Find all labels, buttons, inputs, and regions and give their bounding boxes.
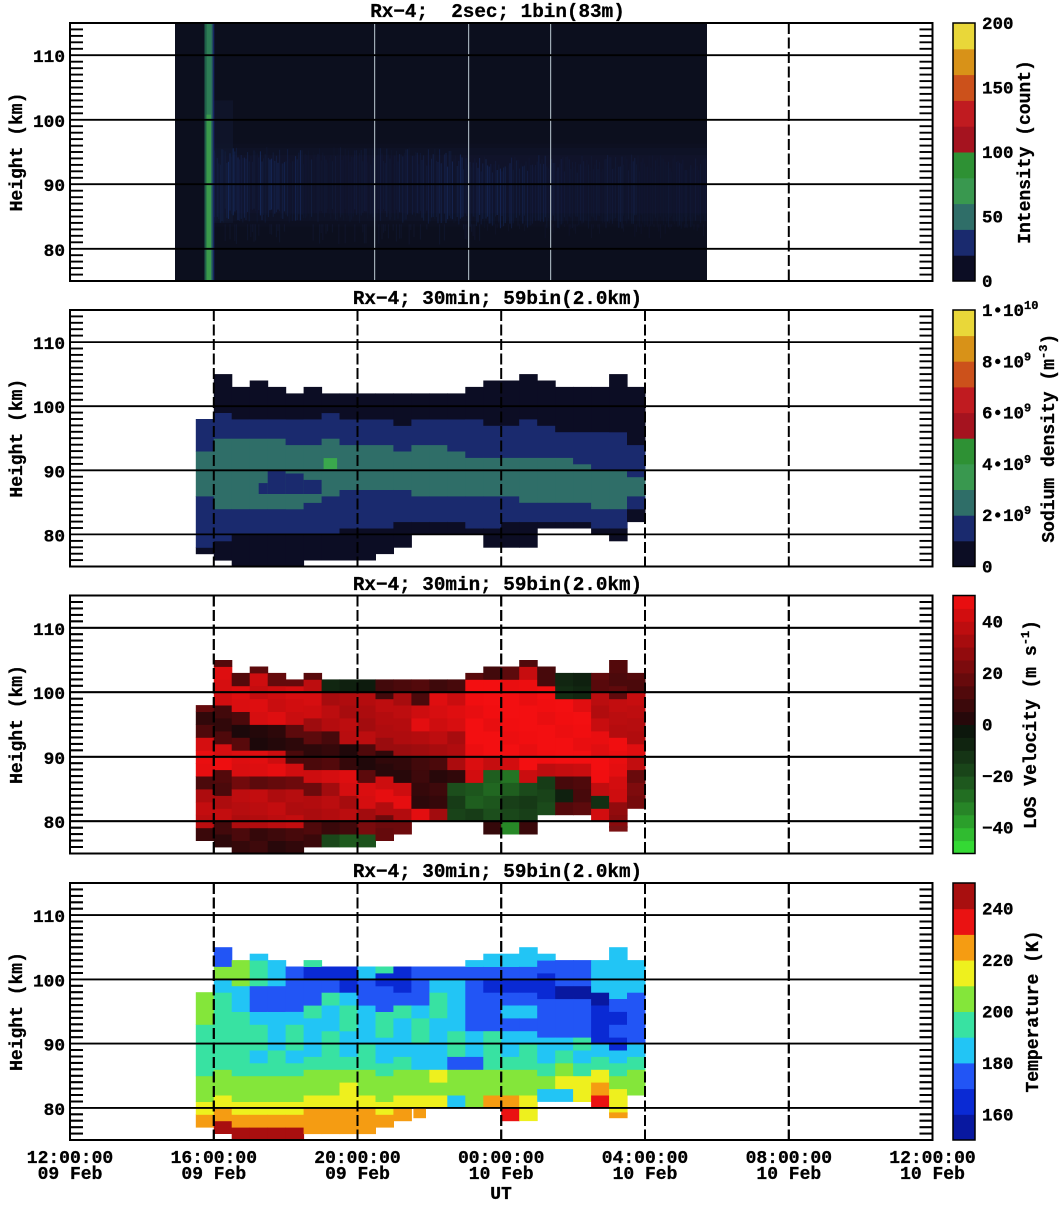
svg-text:90: 90 xyxy=(44,750,65,770)
svg-text:90: 90 xyxy=(44,1037,65,1057)
svg-text:10: 10 xyxy=(1024,299,1038,313)
svg-text:100: 100 xyxy=(33,399,65,419)
svg-text:16:00:00: 16:00:00 xyxy=(171,1149,257,1169)
svg-text:100: 100 xyxy=(982,144,1014,164)
svg-text:4•10: 4•10 xyxy=(982,456,1024,476)
svg-text:90: 90 xyxy=(44,463,65,483)
svg-text:80: 80 xyxy=(44,1101,65,1121)
svg-text:Rx−4; 30min; 59bin(2.0km): Rx−4; 30min; 59bin(2.0km) xyxy=(353,574,642,596)
svg-text:04:00:00: 04:00:00 xyxy=(602,1149,688,1169)
svg-text:6•10: 6•10 xyxy=(982,405,1024,425)
svg-text:110: 110 xyxy=(33,908,65,928)
svg-text:09 Feb: 09 Feb xyxy=(181,1165,246,1185)
svg-text:−40: −40 xyxy=(982,820,1014,840)
svg-text:9: 9 xyxy=(1024,402,1031,416)
svg-text:160: 160 xyxy=(982,1106,1014,1126)
svg-text:0: 0 xyxy=(982,559,993,579)
svg-text:80: 80 xyxy=(44,527,65,547)
svg-text:1•10: 1•10 xyxy=(982,302,1024,322)
svg-text:110: 110 xyxy=(33,621,65,641)
svg-text:−20: −20 xyxy=(982,768,1014,788)
svg-text:2•10: 2•10 xyxy=(982,507,1024,527)
svg-text:240: 240 xyxy=(982,901,1014,921)
svg-text:9: 9 xyxy=(1024,504,1031,518)
svg-text:12:00:00: 12:00:00 xyxy=(27,1149,113,1169)
svg-text:00:00:00: 00:00:00 xyxy=(458,1149,544,1169)
svg-text:100: 100 xyxy=(33,685,65,705)
svg-text:Sodium density (m-3): Sodium density (m-3) xyxy=(1037,334,1060,543)
svg-text:09 Feb: 09 Feb xyxy=(325,1165,390,1185)
svg-text:Height (km): Height (km) xyxy=(8,379,28,498)
svg-text:Height (km): Height (km) xyxy=(8,665,28,784)
svg-text:40: 40 xyxy=(982,613,1003,633)
svg-text:20: 20 xyxy=(982,665,1003,685)
svg-text:9: 9 xyxy=(1024,350,1031,364)
svg-text:0: 0 xyxy=(982,717,993,737)
svg-text:50: 50 xyxy=(982,209,1003,229)
svg-text:110: 110 xyxy=(33,335,65,355)
svg-text:100: 100 xyxy=(33,972,65,992)
svg-text:80: 80 xyxy=(44,814,65,834)
svg-text:Height (km): Height (km) xyxy=(8,93,28,212)
svg-text:0: 0 xyxy=(982,273,993,293)
svg-text:08:00:00: 08:00:00 xyxy=(746,1149,832,1169)
svg-text:20:00:00: 20:00:00 xyxy=(314,1149,400,1169)
svg-text:Rx−4; 30min; 59bin(2.0km): Rx−4; 30min; 59bin(2.0km) xyxy=(353,861,642,883)
svg-text:10 Feb: 10 Feb xyxy=(469,1165,534,1185)
svg-text:8•10: 8•10 xyxy=(982,353,1024,373)
svg-text:Temperature (K): Temperature (K) xyxy=(1024,930,1044,1092)
svg-text:Height (km): Height (km) xyxy=(8,952,28,1071)
svg-text:12:00:00: 12:00:00 xyxy=(889,1149,975,1169)
svg-text:200: 200 xyxy=(982,15,1014,35)
svg-text:220: 220 xyxy=(982,952,1014,972)
svg-text:100: 100 xyxy=(33,113,65,133)
svg-text:150: 150 xyxy=(982,80,1014,100)
svg-text:LOS Velocity (m s-1): LOS Velocity (m s-1) xyxy=(1019,620,1042,829)
svg-text:Rx−4; 2sec; 1bin(83m): Rx−4; 2sec; 1bin(83m) xyxy=(370,1,625,23)
svg-text:Rx−4; 30min; 59bin(2.0km): Rx−4; 30min; 59bin(2.0km) xyxy=(353,288,642,310)
svg-text:10 Feb: 10 Feb xyxy=(900,1165,965,1185)
svg-text:110: 110 xyxy=(33,48,65,68)
svg-text:Intensity (count): Intensity (count) xyxy=(1016,60,1036,244)
svg-text:10 Feb: 10 Feb xyxy=(613,1165,678,1185)
svg-text:80: 80 xyxy=(44,242,65,262)
svg-text:09 Feb: 09 Feb xyxy=(38,1165,103,1185)
svg-text:UT: UT xyxy=(490,1185,512,1200)
svg-text:10 Feb: 10 Feb xyxy=(756,1165,821,1185)
svg-text:90: 90 xyxy=(44,177,65,197)
svg-text:9: 9 xyxy=(1024,453,1031,467)
svg-text:200: 200 xyxy=(982,1004,1014,1024)
svg-text:180: 180 xyxy=(982,1055,1014,1075)
